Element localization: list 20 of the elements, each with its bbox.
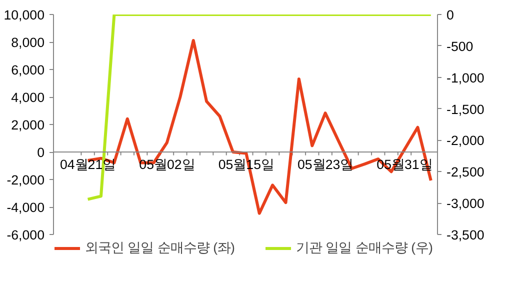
y-tick-label: 2,000 (11, 118, 45, 132)
y2-tick-label: -2,000 (446, 133, 484, 148)
y-tick-label: -6,000 (6, 228, 45, 242)
y-tick-label: 0 (37, 145, 45, 160)
y-tick-label: -2,000 (6, 172, 45, 188)
y2-tick-label: -1,000 (446, 70, 484, 86)
y-tick-label: 8,000 (11, 35, 45, 50)
y2-tick-label: -500 (446, 38, 474, 54)
y-tick-label: 10,000 (4, 8, 44, 22)
x-tick-label: 05월02일 (139, 157, 195, 172)
y-tick-label: 6,000 (11, 62, 45, 78)
y2-tick-label: 0 (446, 8, 454, 22)
legend-label: 기관 일일 순매수량 (우) (296, 239, 433, 257)
y2-tick-label: -3,500 (446, 228, 484, 242)
y-tick-label: -4,000 (6, 200, 45, 215)
y-tick-label: 4,000 (11, 90, 45, 105)
legend-label: 외국인 일일 순매수량 (좌) (85, 239, 235, 257)
y2-tick-label: -2,500 (446, 164, 484, 180)
y2-tick-label: -1,500 (446, 102, 484, 117)
y2-tick-label: -3,000 (446, 196, 484, 212)
